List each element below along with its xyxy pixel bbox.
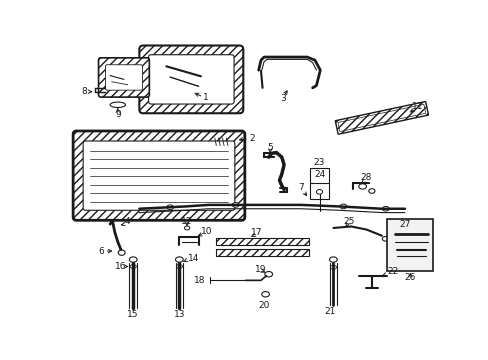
Bar [335, 102, 427, 134]
Ellipse shape [129, 257, 137, 262]
Ellipse shape [382, 206, 388, 211]
Text: 6: 6 [98, 247, 103, 256]
Text: 1: 1 [203, 93, 208, 102]
Text: 27: 27 [399, 220, 410, 229]
Text: 23: 23 [313, 158, 325, 167]
FancyBboxPatch shape [139, 45, 243, 113]
FancyBboxPatch shape [73, 131, 244, 220]
Ellipse shape [166, 205, 173, 210]
Text: 12: 12 [181, 217, 192, 226]
Ellipse shape [261, 292, 269, 297]
Bar [216, 249, 308, 256]
Ellipse shape [358, 184, 366, 189]
Ellipse shape [110, 102, 125, 108]
Text: 17: 17 [250, 228, 262, 237]
Text: 21: 21 [324, 307, 335, 316]
Ellipse shape [175, 257, 183, 262]
Text: 10: 10 [201, 226, 212, 235]
Ellipse shape [382, 237, 388, 241]
Text: 20: 20 [258, 301, 269, 310]
Text: 28: 28 [360, 174, 371, 183]
Bar [337, 104, 425, 131]
FancyBboxPatch shape [99, 58, 149, 97]
Ellipse shape [130, 265, 136, 269]
Text: 26: 26 [404, 273, 415, 282]
Text: 18: 18 [194, 276, 205, 285]
Ellipse shape [264, 271, 272, 277]
Text: 2: 2 [248, 134, 254, 143]
Text: 7: 7 [298, 184, 304, 193]
Ellipse shape [232, 203, 239, 207]
Text: 22: 22 [386, 267, 398, 276]
Text: 25: 25 [343, 217, 354, 226]
Text: 13: 13 [173, 310, 185, 319]
Ellipse shape [368, 189, 374, 193]
Ellipse shape [339, 204, 346, 209]
FancyBboxPatch shape [105, 65, 142, 90]
Ellipse shape [316, 189, 322, 194]
Text: 14: 14 [187, 254, 199, 263]
Text: 19: 19 [255, 265, 266, 274]
FancyBboxPatch shape [148, 55, 234, 104]
Ellipse shape [329, 257, 337, 262]
Ellipse shape [118, 250, 125, 255]
Ellipse shape [329, 265, 336, 269]
Text: 5: 5 [267, 143, 273, 152]
Bar [386, 219, 432, 271]
Ellipse shape [184, 226, 189, 230]
Text: 4: 4 [124, 217, 130, 226]
Ellipse shape [176, 265, 182, 269]
Text: 16: 16 [115, 262, 126, 271]
Text: 3: 3 [280, 94, 285, 103]
Bar [310, 168, 328, 199]
Text: 8: 8 [81, 87, 86, 96]
Text: 11: 11 [411, 102, 423, 111]
Text: 9: 9 [115, 109, 121, 118]
Text: 15: 15 [127, 310, 139, 319]
Bar [216, 238, 308, 245]
Text: 24: 24 [313, 170, 325, 179]
FancyBboxPatch shape [83, 141, 234, 210]
